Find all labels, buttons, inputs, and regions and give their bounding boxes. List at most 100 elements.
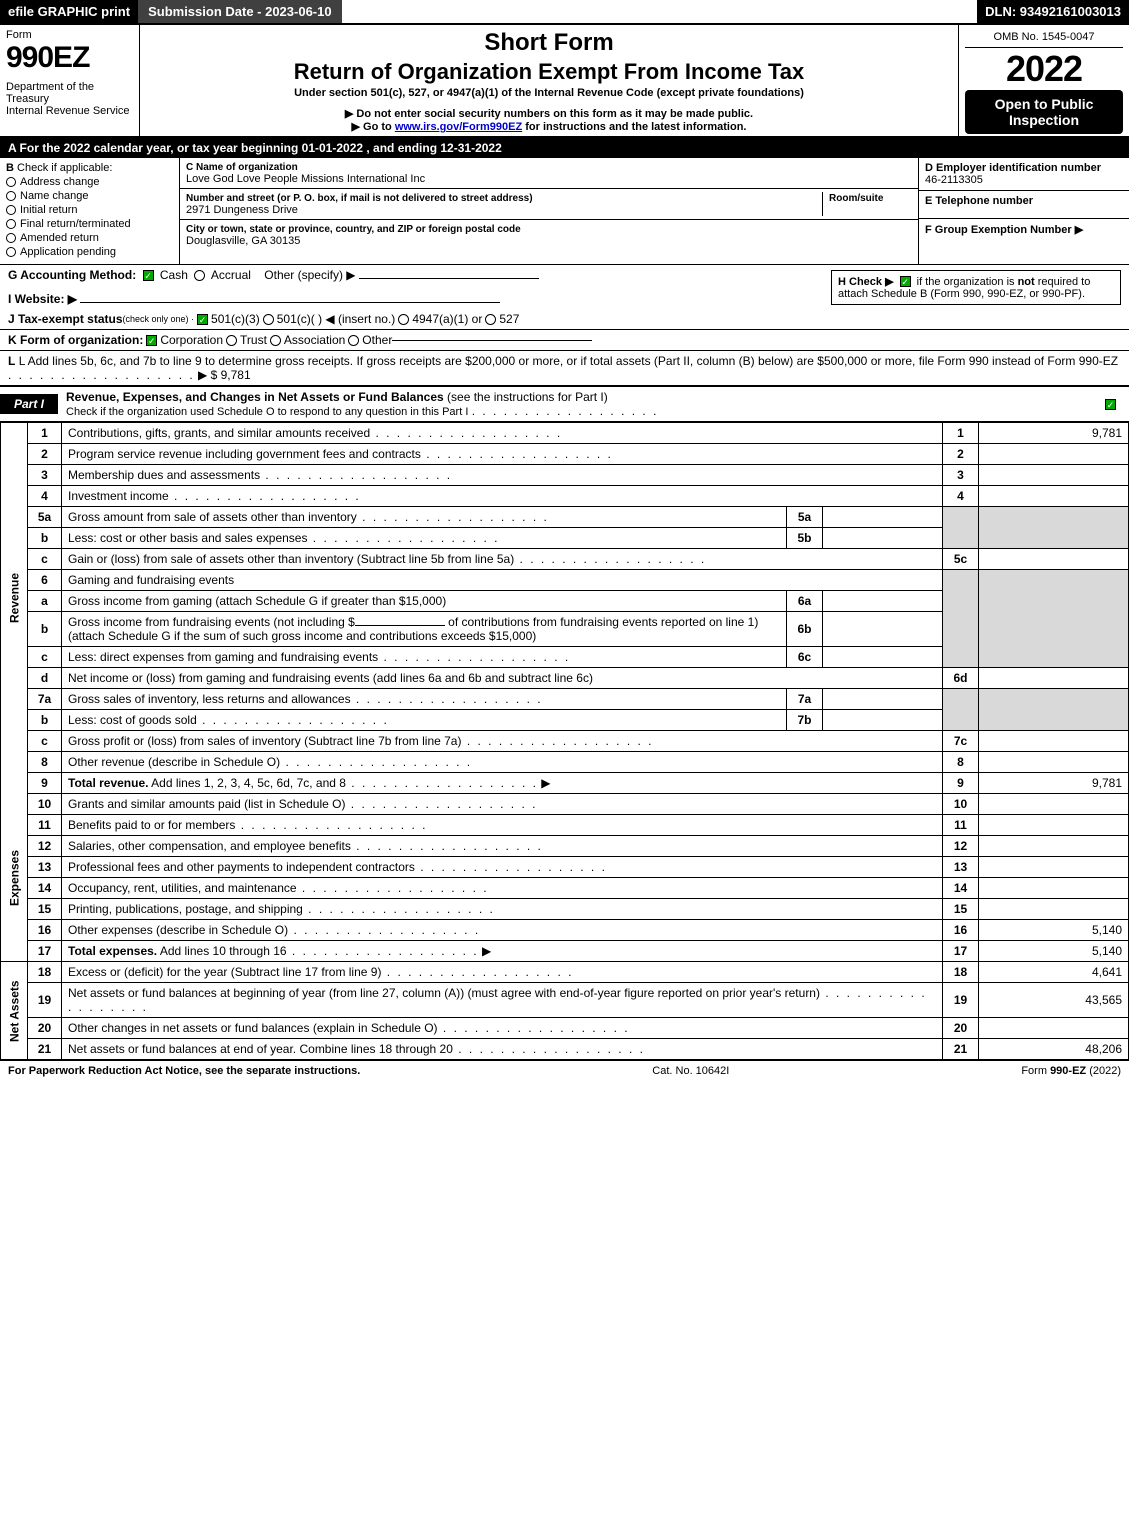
- footer-left: For Paperwork Reduction Act Notice, see …: [8, 1065, 360, 1077]
- j-4947-check[interactable]: [398, 314, 409, 325]
- org-name: Love God Love People Missions Internatio…: [186, 173, 425, 185]
- h-check[interactable]: ✓: [900, 276, 911, 287]
- chk-amended[interactable]: Amended return: [6, 232, 173, 244]
- v21: 48,206: [979, 1039, 1129, 1060]
- g-accrual-check[interactable]: [194, 270, 205, 281]
- l-text: L Add lines 5b, 6c, and 7b to line 9 to …: [19, 354, 1118, 368]
- table-row: 12Salaries, other compensation, and empl…: [1, 836, 1129, 857]
- k-o3: Association: [284, 333, 345, 347]
- short-form-title: Short Form: [146, 29, 952, 57]
- footer-mid: Cat. No. 10642I: [652, 1065, 729, 1077]
- table-row: 9Total revenue. Add lines 1, 2, 3, 4, 5c…: [1, 773, 1129, 794]
- table-row: Net Assets 18Excess or (deficit) for the…: [1, 962, 1129, 983]
- table-row: 11Benefits paid to or for members11: [1, 815, 1129, 836]
- table-row: cGross profit or (loss) from sales of in…: [1, 731, 1129, 752]
- chk-address[interactable]: Address change: [6, 176, 173, 188]
- h-not: not: [1018, 276, 1035, 288]
- omb-number: OMB No. 1545-0047: [965, 27, 1123, 48]
- open-to-public: Open to Public Inspection: [965, 90, 1123, 134]
- dln-label: DLN: 93492161003013: [977, 0, 1129, 23]
- g-cash-check[interactable]: ✓: [143, 270, 154, 281]
- table-row: 8Other revenue (describe in Schedule O)8: [1, 752, 1129, 773]
- table-row: dNet income or (loss) from gaming and fu…: [1, 668, 1129, 689]
- top-bar: efile GRAPHIC print Submission Date - 20…: [0, 0, 1129, 25]
- c-street-label: Number and street (or P. O. box, if mail…: [186, 193, 533, 204]
- r7b: Less: cost of goods sold: [68, 713, 197, 727]
- j-527-check[interactable]: [485, 314, 496, 325]
- goto-link[interactable]: www.irs.gov/Form990EZ: [395, 121, 522, 133]
- k-label: K Form of organization:: [8, 333, 143, 347]
- efile-label[interactable]: efile GRAPHIC print: [0, 0, 138, 23]
- k-o1: Corporation: [160, 333, 223, 347]
- org-street: 2971 Dungeness Drive: [186, 204, 298, 216]
- r6b1: Gross income from fundraising events (no…: [68, 615, 355, 629]
- part-i-title: Revenue, Expenses, and Changes in Net As…: [66, 390, 444, 404]
- r6: Gaming and fundraising events: [62, 570, 943, 591]
- r5a: Gross amount from sale of assets other t…: [68, 510, 357, 524]
- k-trust-check[interactable]: [226, 335, 237, 346]
- r2: Program service revenue including govern…: [68, 447, 421, 461]
- org-city: Douglasville, GA 30135: [186, 235, 300, 247]
- return-title: Return of Organization Exempt From Incom…: [146, 59, 952, 85]
- dept-line1: Department of the Treasury: [6, 81, 133, 105]
- table-row: 19Net assets or fund balances at beginni…: [1, 983, 1129, 1018]
- table-row: 14Occupancy, rent, utilities, and mainte…: [1, 878, 1129, 899]
- i-label: I Website: ▶: [8, 292, 77, 306]
- k-o4: Other: [362, 333, 392, 347]
- chk-name[interactable]: Name change: [6, 190, 173, 202]
- r12: Salaries, other compensation, and employ…: [68, 839, 351, 853]
- l-amount: ▶ $ 9,781: [198, 368, 251, 382]
- j-o3: 4947(a)(1) or: [412, 312, 482, 326]
- section-a: A For the 2022 calendar year, or tax yea…: [0, 138, 1129, 158]
- d-label: D Employer identification number: [925, 162, 1101, 174]
- j-501c3-check[interactable]: ✓: [197, 314, 208, 325]
- section-b: B Check if applicable: Address change Na…: [0, 158, 180, 264]
- under-section-note: Under section 501(c), 527, or 4947(a)(1)…: [146, 87, 952, 99]
- f-label: F Group Exemption Number ▶: [925, 224, 1083, 236]
- chk-initial[interactable]: Initial return: [6, 204, 173, 216]
- form-header: Form 990EZ Department of the Treasury In…: [0, 25, 1129, 138]
- k-corp-check[interactable]: ✓: [146, 335, 157, 346]
- r14: Occupancy, rent, utilities, and maintena…: [68, 881, 297, 895]
- goto-post: for instructions and the latest informat…: [525, 121, 746, 133]
- footer-right: Form 990-EZ (2022): [1021, 1065, 1121, 1077]
- r1: Contributions, gifts, grants, and simila…: [68, 426, 370, 440]
- c-room-label: Room/suite: [829, 193, 883, 204]
- section-ghijkl: G Accounting Method: ✓ Cash Accrual Othe…: [0, 265, 1129, 386]
- j-note: (check only one) ·: [123, 314, 195, 324]
- table-row: 5aGross amount from sale of assets other…: [1, 507, 1129, 528]
- ein-value: 46-2113305: [925, 174, 983, 186]
- v17: 5,140: [979, 941, 1129, 962]
- section-c: C Name of organization Love God Love Peo…: [180, 158, 919, 264]
- b-check-if: Check if applicable:: [17, 162, 112, 174]
- table-row: 6Gaming and fundraising events: [1, 570, 1129, 591]
- chk-pending[interactable]: Application pending: [6, 246, 173, 258]
- part-i-paren: (see the instructions for Part I): [447, 390, 608, 404]
- c-city-label: City or town, state or province, country…: [186, 224, 521, 235]
- k-assoc-check[interactable]: [270, 335, 281, 346]
- k-other-check[interactable]: [348, 335, 359, 346]
- j-o2: 501(c)( ) ◀ (insert no.): [277, 312, 396, 326]
- table-row: 13Professional fees and other payments t…: [1, 857, 1129, 878]
- part-i-header: Part I Revenue, Expenses, and Changes in…: [0, 386, 1129, 422]
- r16: Other expenses (describe in Schedule O): [68, 923, 288, 937]
- j-501c-check[interactable]: [263, 314, 274, 325]
- side-expenses: Expenses: [1, 794, 28, 962]
- form-word: Form: [6, 29, 133, 41]
- section-def: D Employer identification number 46-2113…: [919, 158, 1129, 264]
- r5c: Gain or (loss) from sale of assets other…: [68, 552, 514, 566]
- form-number: 990EZ: [6, 41, 133, 75]
- submission-date: Submission Date - 2023-06-10: [138, 0, 342, 23]
- chk-final[interactable]: Final return/terminated: [6, 218, 173, 230]
- table-row: Expenses 10Grants and similar amounts pa…: [1, 794, 1129, 815]
- r6c: Less: direct expenses from gaming and fu…: [68, 650, 378, 664]
- part-i-check-note: Check if the organization used Schedule …: [66, 406, 468, 418]
- part-i-check[interactable]: ✓: [1105, 399, 1116, 410]
- header-right: OMB No. 1545-0047 2022 Open to Public In…: [959, 25, 1129, 136]
- j-label: J Tax-exempt status: [8, 312, 123, 326]
- g-label: G Accounting Method:: [8, 268, 136, 282]
- g-cash: Cash: [160, 268, 188, 282]
- table-row: cGain or (loss) from sale of assets othe…: [1, 549, 1129, 570]
- r6a: Gross income from gaming (attach Schedul…: [68, 594, 446, 608]
- r15: Printing, publications, postage, and shi…: [68, 902, 303, 916]
